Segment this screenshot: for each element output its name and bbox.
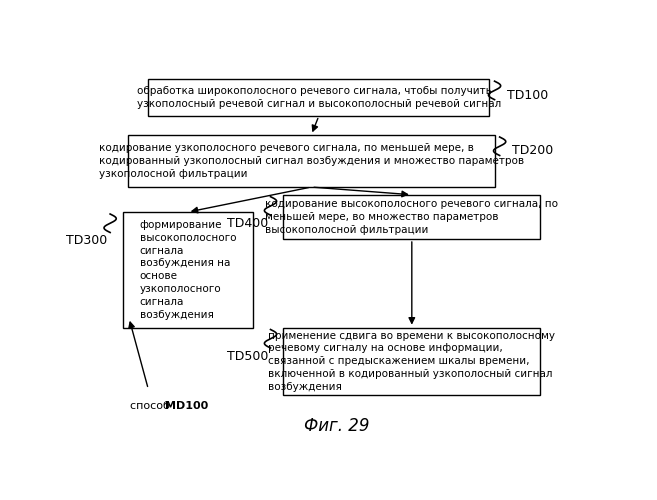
FancyBboxPatch shape	[128, 135, 495, 187]
Text: TD100: TD100	[507, 88, 549, 102]
FancyBboxPatch shape	[283, 194, 540, 239]
Text: TD500: TD500	[227, 350, 268, 363]
FancyBboxPatch shape	[148, 79, 489, 116]
FancyBboxPatch shape	[283, 328, 540, 395]
Text: TD200: TD200	[512, 144, 554, 158]
Text: Фиг. 29: Фиг. 29	[304, 418, 369, 436]
Text: обработка широкополосного речевого сигнала, чтобы получить
узкополосный речевой : обработка широкополосного речевого сигна…	[137, 86, 501, 109]
Text: MD100: MD100	[165, 400, 208, 410]
Text: применение сдвига во времени к высокополосному
речевому сигналу на основе информ: применение сдвига во времени к высокопол…	[268, 330, 555, 392]
Text: кодирование высокополосного речевого сигнала, по
меньшей мере, во множество пара: кодирование высокополосного речевого сиг…	[265, 199, 558, 234]
Text: TD300: TD300	[66, 234, 108, 248]
Text: TD400: TD400	[227, 217, 268, 230]
Text: способ: способ	[131, 400, 174, 410]
Text: кодирование узкополосного речевого сигнала, по меньшей мере, в
кодированный узко: кодирование узкополосного речевого сигна…	[99, 144, 524, 179]
Text: формирование
высокополосного
сигнала
возбуждения на
основе
узкополосного
сигнала: формирование высокополосного сигнала воз…	[139, 220, 236, 320]
FancyBboxPatch shape	[123, 212, 253, 328]
